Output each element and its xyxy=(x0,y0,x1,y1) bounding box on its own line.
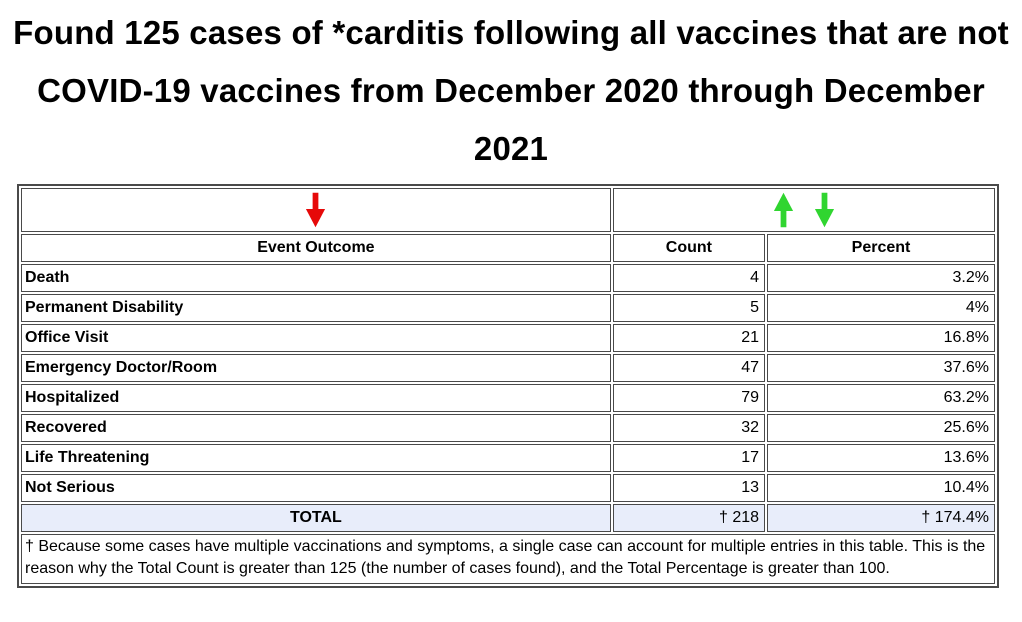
count-cell: 4 xyxy=(612,264,766,292)
table-row: Recovered 32 25.6% xyxy=(21,414,995,442)
total-label-cell: TOTAL xyxy=(21,504,611,532)
sort-cell-values xyxy=(612,188,995,232)
table-row: Emergency Doctor/Room 47 37.6% xyxy=(21,354,995,382)
green-up-arrow-icon xyxy=(774,192,794,228)
red-down-arrow-icon xyxy=(306,192,326,228)
count-cell: 32 xyxy=(612,414,766,442)
outcome-cell: Permanent Disability xyxy=(21,294,611,322)
table-row: Office Visit 21 16.8% xyxy=(21,324,995,352)
table-row: Life Threatening 17 13.6% xyxy=(21,444,995,472)
total-row: TOTAL † 218 † 174.4% xyxy=(21,504,995,532)
outcome-cell: Office Visit xyxy=(21,324,611,352)
sort-values-ascending-button[interactable] xyxy=(772,192,795,228)
green-down-arrow-icon xyxy=(814,192,834,228)
percent-cell: 13.6% xyxy=(767,444,995,472)
percent-cell: 4% xyxy=(767,294,995,322)
footnote-row: † Because some cases have multiple vacci… xyxy=(21,534,995,584)
total-percent-cell: † 174.4% xyxy=(767,504,995,532)
outcome-cell: Life Threatening xyxy=(21,444,611,472)
results-table: Event Outcome Count Percent Death 4 3.2%… xyxy=(17,184,999,588)
percent-cell: 16.8% xyxy=(767,324,995,352)
outcome-cell: Not Serious xyxy=(21,474,611,502)
count-cell: 47 xyxy=(612,354,766,382)
outcome-cell: Death xyxy=(21,264,611,292)
table-row: Death 4 3.2% xyxy=(21,264,995,292)
count-cell: 17 xyxy=(612,444,766,472)
sort-values-descending-button[interactable] xyxy=(813,192,836,228)
count-cell: 79 xyxy=(612,384,766,412)
sort-outcome-descending-button[interactable] xyxy=(304,192,327,228)
column-header-row: Event Outcome Count Percent xyxy=(21,234,995,262)
table-row: Hospitalized 79 63.2% xyxy=(21,384,995,412)
percent-cell: 10.4% xyxy=(767,474,995,502)
outcome-cell: Hospitalized xyxy=(21,384,611,412)
percent-cell: 63.2% xyxy=(767,384,995,412)
column-header-count: Count xyxy=(612,234,766,262)
column-header-event-outcome: Event Outcome xyxy=(21,234,611,262)
table-footnote: † Because some cases have multiple vacci… xyxy=(21,534,995,584)
sort-cell-outcome xyxy=(21,188,611,232)
count-cell: 13 xyxy=(612,474,766,502)
count-cell: 5 xyxy=(612,294,766,322)
sort-controls-row xyxy=(21,188,995,232)
total-count-cell: † 218 xyxy=(612,504,766,532)
percent-cell: 3.2% xyxy=(767,264,995,292)
outcome-cell: Recovered xyxy=(21,414,611,442)
count-cell: 21 xyxy=(612,324,766,352)
outcome-cell: Emergency Doctor/Room xyxy=(21,354,611,382)
page-title: Found 125 cases of *carditis following a… xyxy=(13,14,1009,167)
percent-cell: 25.6% xyxy=(767,414,995,442)
percent-cell: 37.6% xyxy=(767,354,995,382)
table-row: Permanent Disability 5 4% xyxy=(21,294,995,322)
column-header-percent: Percent xyxy=(767,234,995,262)
table-row: Not Serious 13 10.4% xyxy=(21,474,995,502)
